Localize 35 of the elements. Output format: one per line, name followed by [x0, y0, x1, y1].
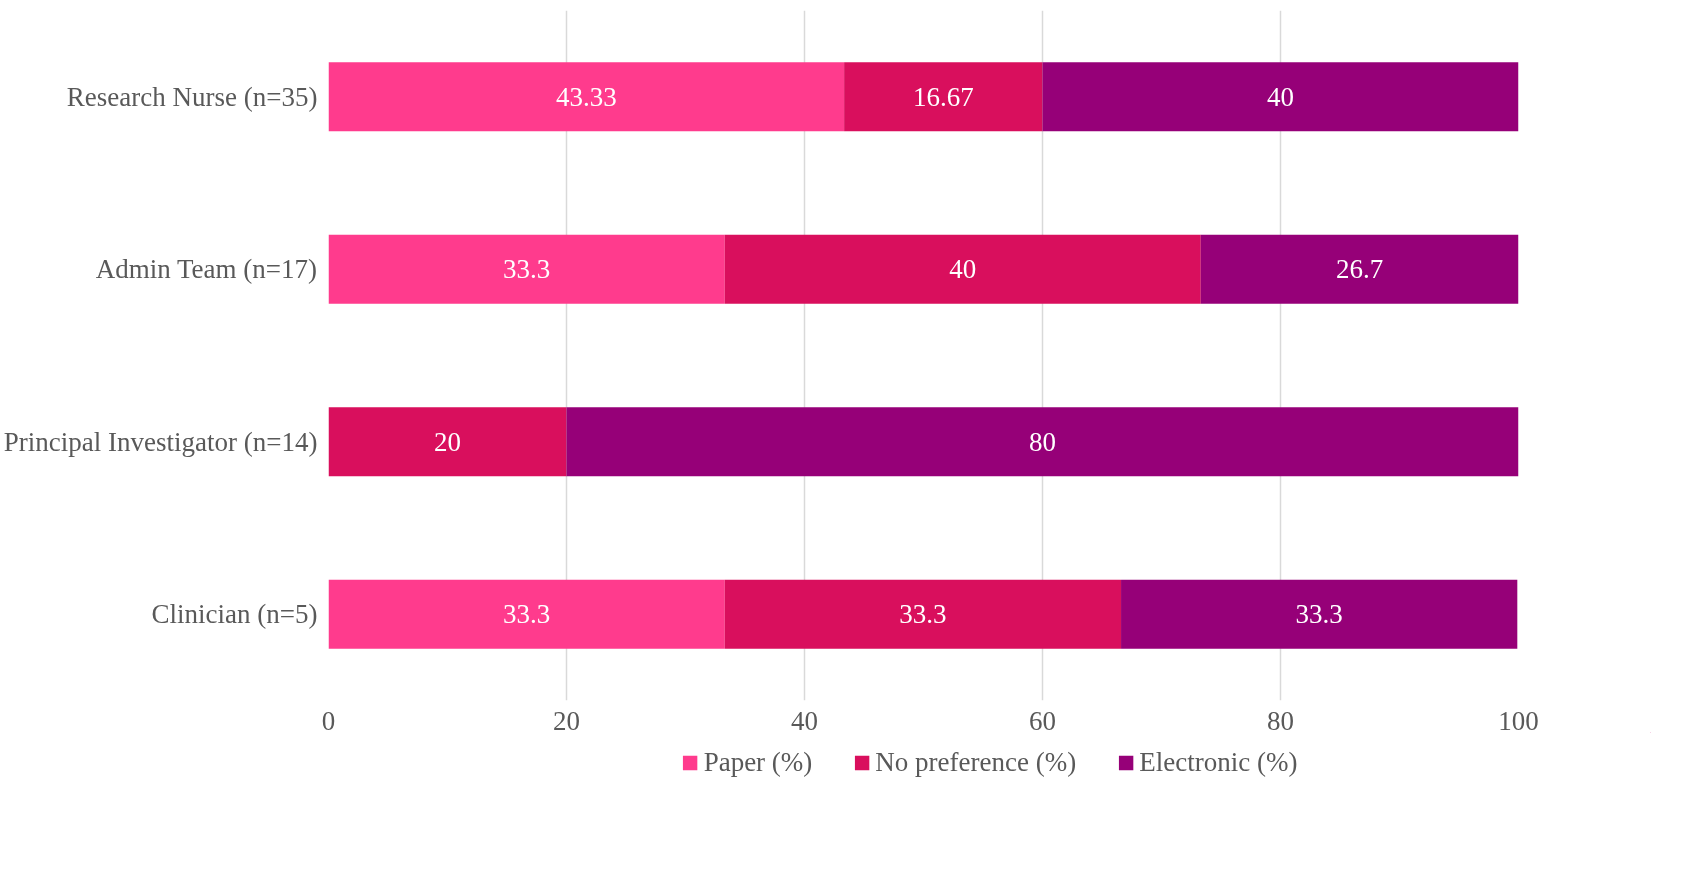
bar: [844, 62, 1043, 132]
bar: [328, 62, 845, 132]
bar: [724, 234, 1201, 304]
y-tick-label: Research Nurse (n=35): [66, 81, 318, 112]
data-label: 33.3: [503, 254, 551, 285]
data-label: 40: [1267, 81, 1294, 112]
y-tick-label: Clinician (n=5): [151, 599, 318, 630]
data-label: 33.3: [1295, 599, 1343, 630]
x-tick-label: 0: [321, 705, 336, 736]
data-label: 33.3: [503, 599, 551, 630]
legend-label: Electronic (%): [1139, 746, 1298, 778]
x-tick-label: 100: [1498, 705, 1539, 736]
bar: [328, 579, 725, 649]
legend-label: Paper (%): [703, 746, 813, 778]
y-tick-label: Principal Investigator (n=14): [3, 426, 318, 457]
legend-label: No preference (%): [875, 746, 1077, 778]
data-label: 40: [949, 254, 977, 285]
bar: [328, 407, 567, 477]
bar: [328, 234, 725, 304]
data-label: 33.3: [899, 599, 947, 630]
y-tick-label: Admin Team (n=17): [95, 254, 318, 285]
bar: [566, 407, 1519, 477]
bar: [1042, 62, 1519, 132]
x-tick-label: 20: [553, 705, 580, 736]
bar: [724, 579, 1122, 649]
data-label: 20: [434, 426, 461, 457]
x-tick-label: 40: [791, 705, 818, 736]
data-label: 26.7: [1336, 254, 1384, 285]
data-label: 80: [1029, 426, 1056, 457]
x-tick-label: 60: [1029, 705, 1056, 736]
bar: [1200, 234, 1519, 304]
data-label: 43.33: [555, 81, 617, 112]
x-tick-label: 80: [1267, 705, 1294, 736]
data-label: 16.67: [912, 81, 974, 112]
bar: [1121, 579, 1518, 649]
